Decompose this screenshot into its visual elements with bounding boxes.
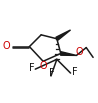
Text: O: O [39,61,47,71]
Text: F: F [72,67,77,77]
Polygon shape [61,52,76,55]
Text: O: O [3,41,10,51]
Text: O: O [75,47,83,57]
Text: F: F [49,68,55,78]
Polygon shape [56,30,71,40]
Text: F: F [29,63,34,73]
